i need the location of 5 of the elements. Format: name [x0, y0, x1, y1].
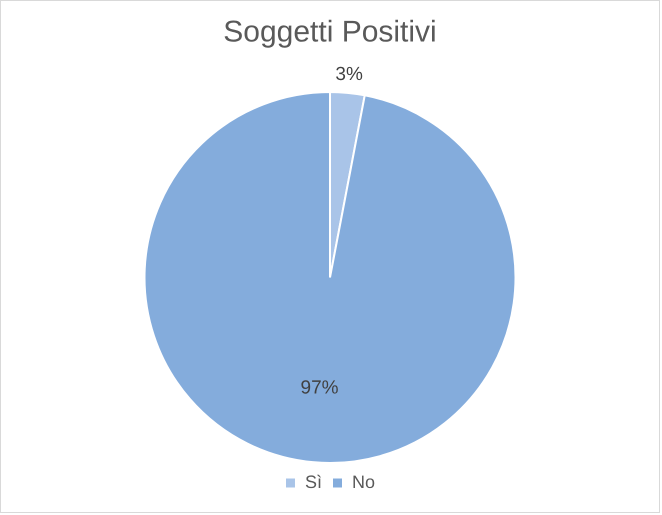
chart-title: Soggetti Positivi — [223, 15, 437, 48]
legend-label: No — [352, 472, 376, 492]
data-label: 3% — [335, 64, 363, 86]
legend-label: Sì — [304, 472, 322, 492]
data-label: 97% — [300, 378, 339, 399]
